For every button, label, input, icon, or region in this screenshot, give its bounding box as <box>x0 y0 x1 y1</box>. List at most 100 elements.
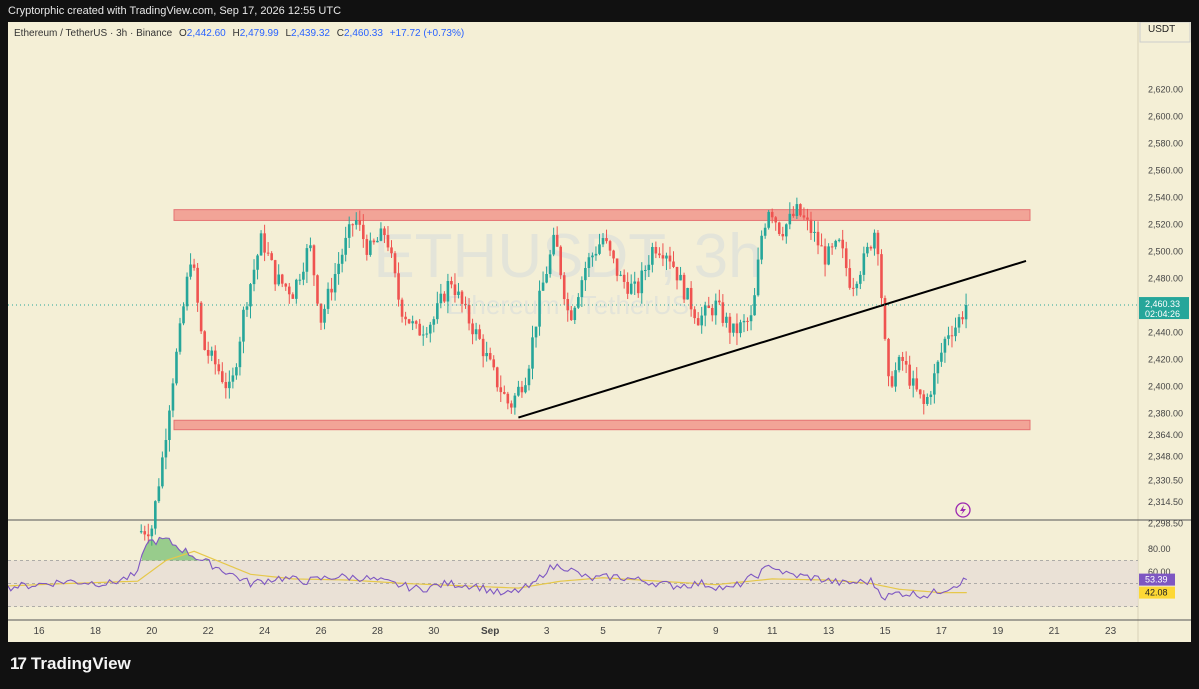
candle[interactable] <box>707 305 711 308</box>
candle[interactable] <box>774 217 778 223</box>
candle[interactable] <box>760 235 763 260</box>
candle[interactable] <box>555 234 559 247</box>
candle[interactable] <box>305 248 309 272</box>
candle[interactable] <box>936 361 940 374</box>
candle[interactable] <box>679 274 682 281</box>
candle[interactable] <box>340 254 344 264</box>
candle[interactable] <box>911 378 915 386</box>
candle[interactable] <box>841 239 844 249</box>
candle[interactable] <box>404 316 407 320</box>
candle[interactable] <box>605 238 608 242</box>
candle[interactable] <box>362 224 365 240</box>
candle[interactable] <box>753 295 756 316</box>
candle[interactable] <box>453 284 457 296</box>
candle[interactable] <box>869 246 873 249</box>
candle[interactable] <box>633 281 637 284</box>
candle[interactable] <box>929 394 933 397</box>
candle[interactable] <box>559 246 562 276</box>
candle[interactable] <box>199 302 203 332</box>
candle[interactable] <box>513 395 517 408</box>
candle[interactable] <box>481 338 485 357</box>
candle[interactable] <box>238 341 242 368</box>
candle[interactable] <box>270 253 273 261</box>
candle[interactable] <box>263 233 266 253</box>
candle[interactable] <box>647 264 651 270</box>
candle[interactable] <box>562 275 566 300</box>
candle[interactable] <box>203 331 206 350</box>
candle[interactable] <box>287 286 291 295</box>
candle[interactable] <box>689 287 693 310</box>
candle[interactable] <box>876 232 880 255</box>
candle[interactable] <box>390 247 393 254</box>
candle[interactable] <box>309 245 312 249</box>
candle[interactable] <box>668 255 672 262</box>
candle[interactable] <box>792 213 795 217</box>
candle[interactable] <box>256 255 259 270</box>
candle[interactable] <box>672 261 675 267</box>
candle[interactable] <box>488 353 492 360</box>
candle[interactable] <box>665 255 668 259</box>
candle[interactable] <box>749 315 753 322</box>
candle[interactable] <box>950 335 954 337</box>
candle[interactable] <box>682 274 686 300</box>
candle[interactable] <box>696 318 700 326</box>
candle[interactable] <box>495 367 499 388</box>
candle[interactable] <box>675 266 679 281</box>
candle[interactable] <box>161 457 164 487</box>
candle[interactable] <box>887 338 890 377</box>
candle[interactable] <box>221 371 224 383</box>
candle[interactable] <box>439 293 443 304</box>
candle[interactable] <box>383 228 386 236</box>
candle[interactable] <box>725 316 728 323</box>
candle[interactable] <box>506 393 510 404</box>
candle[interactable] <box>961 317 964 320</box>
candle[interactable] <box>728 316 732 333</box>
candle[interactable] <box>661 255 665 259</box>
candle[interactable] <box>795 204 799 217</box>
candle[interactable] <box>873 232 876 249</box>
resistance-zone[interactable] <box>173 209 1031 221</box>
candle[interactable] <box>573 307 577 321</box>
candle[interactable] <box>584 268 587 281</box>
candle[interactable] <box>235 367 238 376</box>
candle[interactable] <box>326 288 330 309</box>
tradingview-logo[interactable]: 17 TradingView <box>10 654 131 674</box>
candle[interactable] <box>189 264 192 277</box>
candle[interactable] <box>503 392 506 394</box>
candle[interactable] <box>474 329 478 335</box>
candle[interactable] <box>407 319 411 324</box>
candle[interactable] <box>651 246 654 265</box>
candle[interactable] <box>742 320 746 323</box>
candle[interactable] <box>908 364 911 386</box>
chart-canvas[interactable]: ETHUSDT, 3hEthereum / TetherUS2,620.002,… <box>8 22 1191 642</box>
candle[interactable] <box>594 253 598 256</box>
candle[interactable] <box>185 276 189 307</box>
candle[interactable] <box>150 528 154 537</box>
candle[interactable] <box>358 220 362 225</box>
candle[interactable] <box>418 323 421 336</box>
candle[interactable] <box>457 291 460 296</box>
candle[interactable] <box>904 361 908 365</box>
candle[interactable] <box>266 252 270 254</box>
candle[interactable] <box>400 299 404 317</box>
candle[interactable] <box>379 228 383 241</box>
candle[interactable] <box>411 321 414 324</box>
candle[interactable] <box>277 274 280 285</box>
candle[interactable] <box>714 300 718 316</box>
candle[interactable] <box>802 215 806 218</box>
candle[interactable] <box>164 440 168 458</box>
candle[interactable] <box>295 279 298 299</box>
candle[interactable] <box>428 324 432 334</box>
candle[interactable] <box>365 239 369 255</box>
candle[interactable] <box>443 293 446 302</box>
candle[interactable] <box>636 281 640 294</box>
flash-alert-icon[interactable] <box>955 502 971 518</box>
candle[interactable] <box>844 248 848 269</box>
candle[interactable] <box>492 359 496 368</box>
candle[interactable] <box>756 259 760 296</box>
candle[interactable] <box>591 255 594 258</box>
candle[interactable] <box>414 321 418 324</box>
candle[interactable] <box>369 240 372 255</box>
candle[interactable] <box>926 396 929 404</box>
candle[interactable] <box>531 337 534 369</box>
